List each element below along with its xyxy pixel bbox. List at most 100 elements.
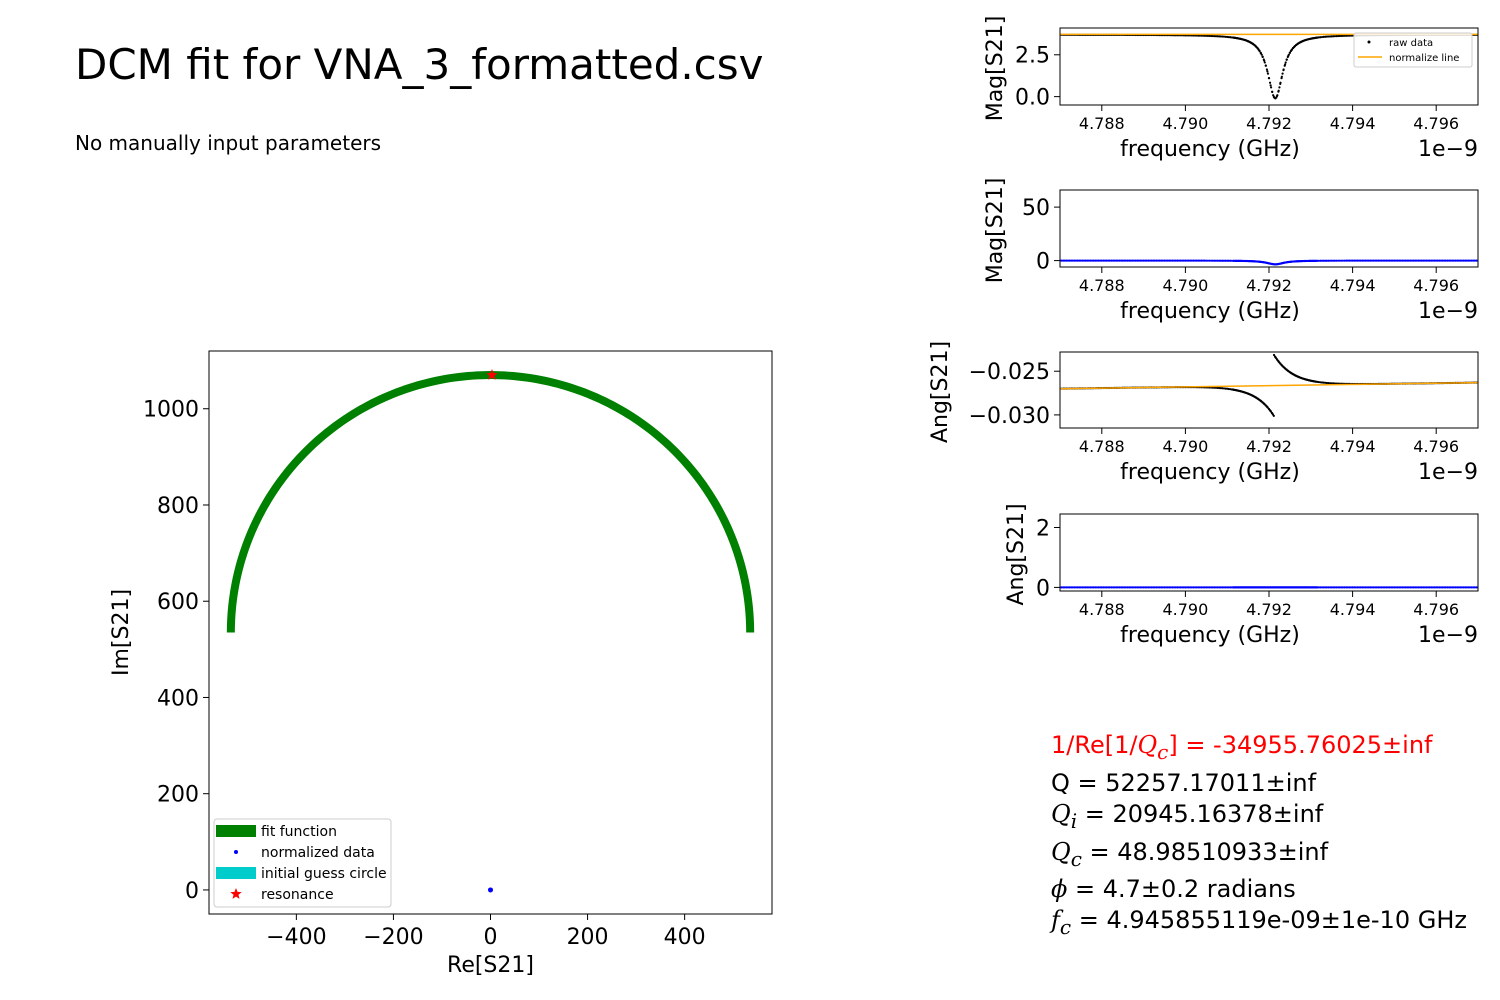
data-point [1430, 259, 1433, 262]
x-tick-label: 4.788 [1079, 600, 1125, 619]
data-point [1105, 586, 1108, 589]
data-point [1428, 586, 1431, 589]
data-point [1063, 259, 1066, 262]
param-q: Q = 52257.17011±inf [1051, 768, 1317, 797]
data-point [1341, 34, 1345, 37]
data-point [1385, 259, 1388, 262]
data-point [1128, 259, 1131, 262]
data-point [1357, 586, 1361, 589]
data-point [1193, 259, 1197, 262]
data-point [1206, 586, 1210, 589]
data-point [1425, 586, 1428, 589]
data-point [1111, 586, 1115, 589]
data-point [1076, 586, 1079, 589]
data-point [1062, 586, 1065, 589]
data-point [1467, 586, 1470, 589]
data-point [1139, 259, 1142, 262]
data-point [1136, 586, 1139, 589]
data-point [1419, 586, 1422, 589]
data-point [1171, 586, 1174, 589]
data-point [1370, 259, 1373, 262]
data-point [1410, 586, 1414, 589]
data-point [1152, 586, 1155, 589]
data-point [1372, 259, 1375, 262]
data-point [1083, 259, 1086, 262]
data-point [1404, 259, 1407, 262]
data-point [1273, 355, 1277, 358]
data-point [1187, 259, 1190, 262]
plot-frame [208, 350, 773, 915]
data-point [1206, 34, 1210, 37]
data-points [1060, 259, 1478, 266]
data-point [1260, 53, 1263, 56]
data-point [1422, 586, 1425, 589]
data-point [1287, 53, 1290, 56]
data-point [1423, 259, 1427, 262]
x-axis-label: frequency (GHz) [1120, 137, 1300, 162]
data-point [1317, 380, 1320, 384]
data-point [1124, 586, 1128, 589]
data-point [1319, 381, 1322, 384]
data-point [1369, 586, 1372, 589]
data-point [1414, 259, 1417, 262]
data-point [1156, 259, 1160, 262]
data-point [1454, 586, 1457, 589]
data-point [1276, 94, 1279, 97]
data-point [1374, 259, 1377, 262]
data-point [1325, 35, 1328, 38]
data-point [1224, 35, 1227, 38]
data-point [1091, 586, 1094, 589]
data-point [1404, 586, 1407, 589]
data-point [1189, 259, 1192, 262]
data-point [1152, 259, 1155, 262]
data-point [1457, 586, 1460, 589]
data-point [1282, 68, 1285, 71]
data-point [1333, 35, 1337, 38]
data-point [1417, 586, 1420, 589]
data-point [1338, 34, 1341, 38]
data-point [1335, 259, 1338, 262]
data-point [1406, 586, 1409, 589]
data-point [1364, 586, 1367, 589]
data-point [1320, 381, 1324, 384]
data-point [1108, 586, 1111, 589]
data-point [1409, 259, 1412, 262]
data-point [1475, 586, 1478, 589]
data-point [1330, 586, 1333, 589]
data-point [1337, 259, 1340, 262]
data-point [1258, 49, 1261, 53]
data-point [1140, 586, 1144, 589]
data-point [1386, 586, 1390, 589]
data-point [1341, 259, 1345, 262]
normalized-data-point [488, 887, 493, 893]
data-point [1179, 259, 1182, 262]
data-point [1068, 586, 1071, 589]
data-point [1147, 259, 1150, 262]
data-point [1364, 259, 1367, 262]
data-point [1216, 259, 1219, 262]
data-point [1365, 259, 1369, 262]
data-point [1283, 64, 1286, 67]
data-point [1261, 55, 1264, 59]
data-point [1470, 586, 1473, 589]
data-point [1315, 586, 1319, 589]
data-point [1089, 586, 1092, 589]
data-point [1369, 259, 1372, 262]
data-point [1332, 586, 1335, 589]
x-axis-label: Re[S21] [447, 953, 534, 978]
data-point [1444, 259, 1447, 262]
data-point [1176, 259, 1179, 262]
data-point [1107, 586, 1110, 589]
y-tick-label: 2 [1036, 516, 1050, 541]
data-point [1327, 586, 1330, 589]
data-point [1325, 381, 1328, 385]
data-point [1433, 259, 1436, 262]
data-point [1066, 259, 1070, 262]
data-point [1211, 34, 1214, 38]
data-point [1222, 259, 1226, 262]
data-point [1435, 586, 1438, 589]
data-point [1330, 35, 1333, 38]
data-point [1113, 259, 1116, 262]
data-point [1265, 68, 1269, 71]
x-tick-label: 4.788 [1079, 437, 1125, 456]
